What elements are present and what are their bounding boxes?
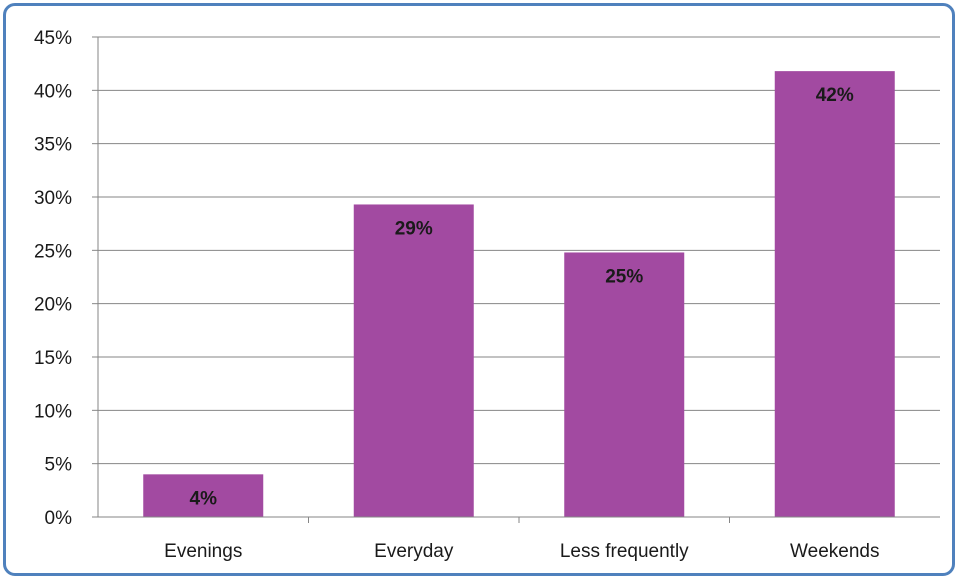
y-tick-label: 20%: [34, 295, 72, 316]
x-tick-label: Everyday: [374, 541, 454, 562]
y-tick-label: 40%: [34, 81, 72, 102]
x-axis-ticks: Evenings Everyday Less frequently Weekends: [164, 541, 879, 562]
y-tick-label: 10%: [34, 401, 72, 422]
y-tick-label: 35%: [34, 135, 72, 156]
x-tick-label: Weekends: [790, 541, 879, 562]
data-label: 42%: [816, 85, 854, 106]
bar-everyday: [353, 204, 474, 517]
bar-less-frequently: [564, 252, 685, 517]
y-axis-ticks: 0% 5% 10% 15% 20% 25% 30% 35% 40% 45%: [34, 28, 72, 529]
y-tick-label: 5%: [45, 455, 73, 476]
bar-evenings: [143, 474, 264, 517]
y-tick-label: 25%: [34, 241, 72, 262]
bar-weekends: [774, 71, 895, 517]
y-tick-label: 0%: [45, 508, 73, 529]
data-label: 29%: [395, 218, 433, 239]
data-label: 4%: [190, 488, 218, 509]
data-labels: 4% 29% 25% 42%: [190, 85, 854, 509]
y-tick-label: 15%: [34, 348, 72, 369]
data-label: 25%: [605, 266, 643, 287]
y-tick-label: 30%: [34, 188, 72, 209]
x-tick-label: Less frequently: [560, 541, 689, 562]
x-tick-label: Evenings: [164, 541, 242, 562]
y-tick-label: 45%: [34, 28, 72, 49]
bars: [143, 71, 895, 517]
